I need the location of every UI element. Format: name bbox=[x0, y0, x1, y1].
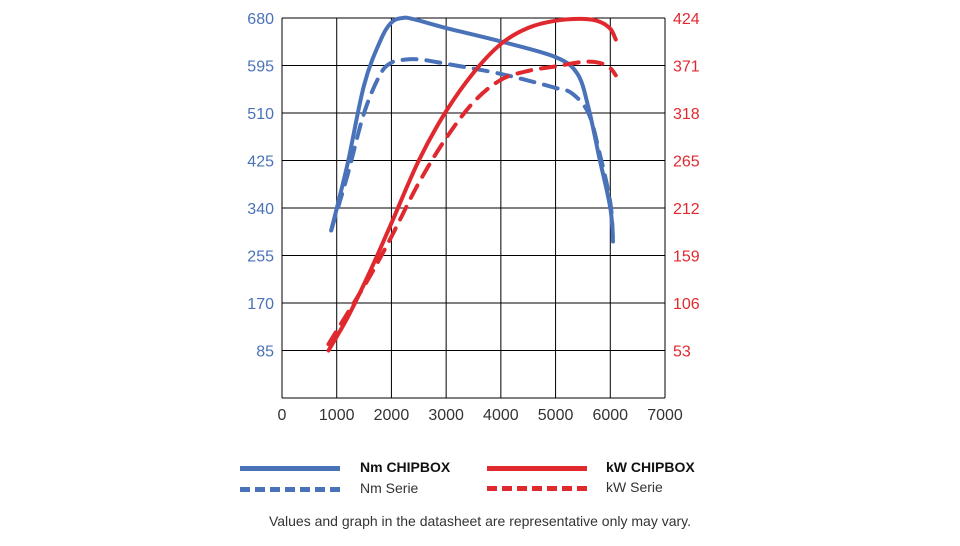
y-tick-label-left: 255 bbox=[247, 249, 274, 266]
legend-swatch-kw-serie bbox=[487, 486, 587, 491]
legend-swatch-nm-serie bbox=[240, 487, 340, 492]
y-tick-label-right: 159 bbox=[673, 249, 700, 266]
disclaimer-text: Values and graph in the datasheet are re… bbox=[268, 513, 692, 529]
legend-swatch-nm-chipbox bbox=[240, 466, 340, 471]
legend-label-nm-chipbox: Nm CHIPBOX bbox=[360, 459, 451, 475]
x-tick-label: 6000 bbox=[592, 407, 628, 424]
x-tick-label: 1000 bbox=[319, 407, 355, 424]
legend-label-kw-serie: kW Serie bbox=[606, 479, 663, 495]
y-tick-label-left: 595 bbox=[247, 59, 274, 76]
y-tick-label-left: 680 bbox=[247, 11, 274, 28]
y-tick-label-right: 265 bbox=[673, 154, 700, 171]
x-tick-label: 7000 bbox=[647, 407, 683, 424]
legend-label-kw-chipbox: kW CHIPBOX bbox=[606, 459, 695, 475]
x-tick-label: 5000 bbox=[538, 407, 574, 424]
y-tick-label-left: 340 bbox=[247, 201, 274, 218]
series-line-kw-chipbox bbox=[326, 16, 618, 353]
y-tick-label-left: 510 bbox=[247, 106, 274, 123]
y-tick-label-left: 170 bbox=[247, 296, 274, 313]
x-tick-label: 0 bbox=[278, 407, 287, 424]
y-tick-label-left: 85 bbox=[256, 344, 274, 361]
x-tick-label: 3000 bbox=[428, 407, 464, 424]
x-tick-label: 2000 bbox=[374, 407, 410, 424]
y-tick-label-right: 212 bbox=[673, 201, 700, 218]
series-line-nm-serie bbox=[329, 57, 615, 244]
y-tick-label-right: 106 bbox=[673, 296, 700, 313]
y-tick-label-right: 318 bbox=[673, 106, 700, 123]
y-tick-label-right: 424 bbox=[673, 11, 700, 28]
y-tick-label-right: 371 bbox=[673, 59, 700, 76]
x-tick-label: 4000 bbox=[483, 407, 519, 424]
y-tick-label-right: 53 bbox=[673, 344, 691, 361]
legend-label-nm-serie: Nm Serie bbox=[360, 480, 419, 496]
y-tick-label-left: 425 bbox=[247, 154, 274, 171]
series-line-kw-serie bbox=[326, 59, 618, 347]
legend-swatch-kw-chipbox bbox=[487, 466, 587, 471]
